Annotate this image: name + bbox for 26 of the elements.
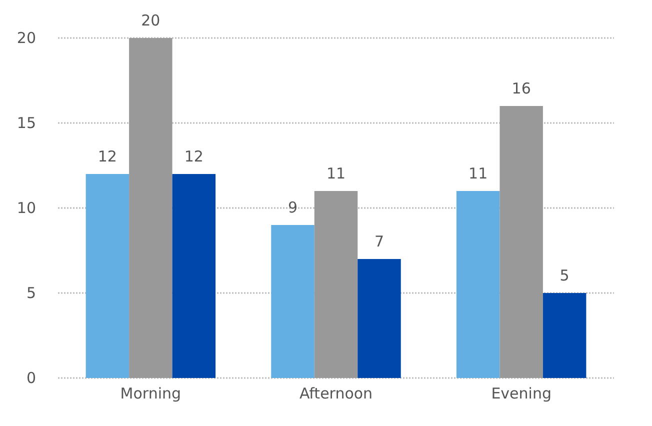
data-label: 11 [326, 164, 346, 182]
y-tick-label: 10 [16, 199, 36, 217]
x-tick-label: Morning [120, 384, 182, 402]
bar [542, 293, 586, 378]
bar [271, 225, 314, 378]
bar [172, 174, 216, 378]
data-label: 12 [184, 148, 204, 166]
bar [358, 259, 401, 378]
y-tick-label: 5 [26, 284, 36, 302]
data-label: 20 [141, 12, 160, 30]
data-label: 5 [560, 266, 570, 284]
y-tick-label: 15 [16, 114, 36, 132]
bar [314, 191, 358, 378]
x-tick-label: Evening [491, 384, 552, 402]
data-label: 11 [468, 164, 488, 182]
data-label: 9 [288, 198, 298, 216]
bar [500, 106, 543, 378]
bar [129, 38, 172, 378]
bar [86, 174, 130, 378]
data-label: 16 [512, 80, 531, 98]
bar [456, 191, 500, 378]
data-label: 12 [98, 148, 117, 166]
x-tick-label: Afternoon [299, 384, 373, 402]
y-tick-label: 0 [26, 369, 36, 387]
data-label: 7 [374, 232, 384, 250]
y-tick-label: 20 [16, 29, 36, 47]
